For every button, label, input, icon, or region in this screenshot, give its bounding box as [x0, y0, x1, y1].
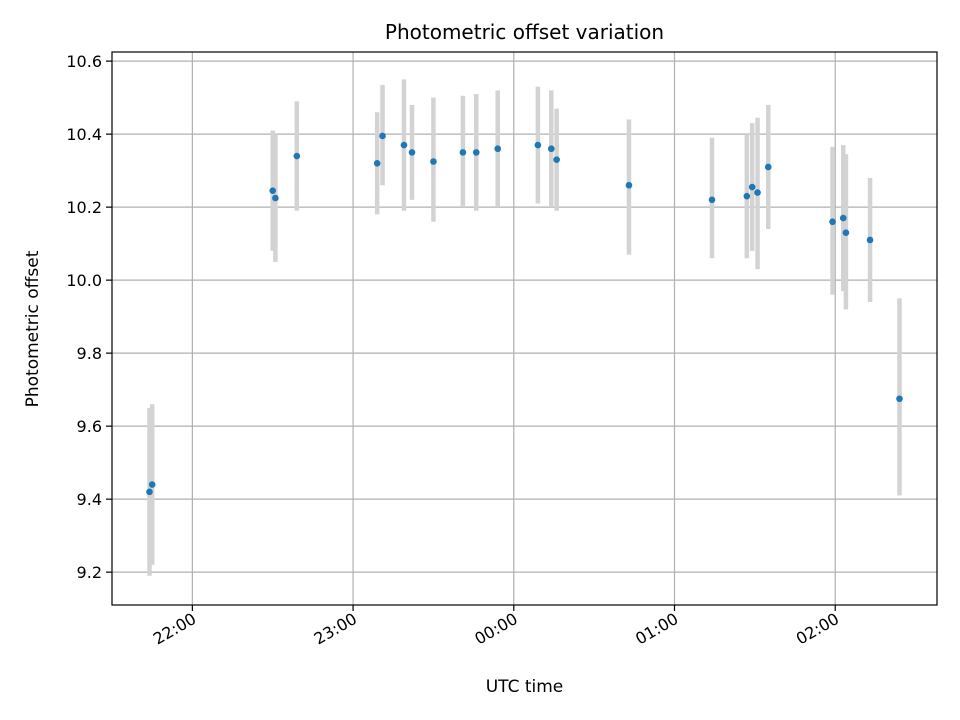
data-point	[293, 152, 301, 160]
data-point	[534, 141, 542, 149]
data-point	[866, 236, 874, 244]
data-point	[553, 156, 560, 163]
y-tick-label: 9.4	[77, 490, 102, 509]
plot-frame	[111, 51, 938, 606]
data-point	[269, 187, 277, 195]
data-point	[430, 158, 437, 165]
y-tick-label: 9.6	[77, 417, 102, 436]
y-tick-label: 10.2	[66, 198, 102, 217]
data-point	[842, 229, 850, 236]
data-point	[839, 214, 847, 222]
y-tick-label: 10.0	[66, 271, 102, 290]
data-point	[708, 196, 716, 204]
data-point	[379, 132, 386, 140]
x-axis-label: UTC time	[486, 677, 564, 697]
y-axis-ticks: 9.2 9.4 9.6 9.8 10.0 10.2 10.4 10.6	[66, 52, 112, 582]
data-point	[748, 183, 756, 191]
data-point	[896, 395, 903, 403]
y-axis-label: Photometric offset	[23, 250, 43, 407]
chart-title: Photometric offset variation	[385, 20, 664, 44]
y-tick-label: 9.8	[77, 344, 102, 363]
data-point	[472, 149, 480, 156]
data-point	[743, 192, 751, 200]
data-point	[547, 145, 555, 153]
y-tick-label: 9.2	[77, 563, 102, 582]
data-points	[146, 132, 903, 496]
data-point	[764, 163, 772, 171]
y-tick-label: 10.6	[66, 52, 102, 71]
data-point	[754, 189, 761, 196]
data-point	[400, 141, 408, 149]
data-point	[146, 488, 153, 496]
grid-lines	[112, 52, 937, 605]
data-point	[272, 194, 279, 202]
data-point	[829, 218, 836, 226]
data-point	[408, 149, 416, 156]
data-point	[148, 481, 156, 488]
data-point	[373, 160, 381, 167]
data-point	[459, 149, 467, 156]
y-tick-label: 10.4	[66, 125, 102, 144]
data-point	[494, 145, 502, 153]
data-point	[625, 181, 633, 189]
